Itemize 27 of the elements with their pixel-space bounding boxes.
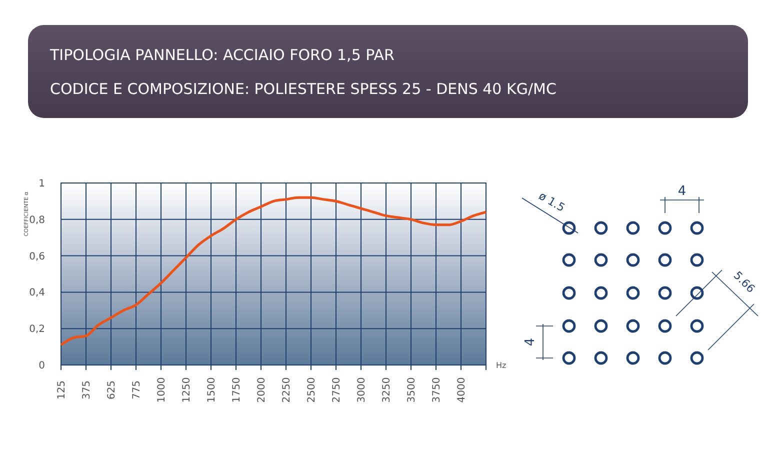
x-tick-label: 3000	[356, 377, 368, 403]
y-tick-label: 0,6	[29, 251, 45, 262]
x-tick-label: 2250	[282, 377, 292, 403]
x-tick-label: 2000	[256, 377, 268, 403]
y-tick-label: 0,2	[29, 324, 45, 336]
x-axis-title: Hz	[496, 361, 506, 370]
x-tick-label: 1000	[156, 377, 168, 403]
chart-subtitle: CODICE E COMPOSIZIONE: POLIESTERE SPESS 25 - DENS 40 KG/MC	[50, 80, 556, 98]
x-tick-label: 1250	[182, 377, 192, 403]
x-tick-label: 1500	[206, 377, 218, 403]
x-tick-label: 3750	[432, 377, 442, 403]
x-tick-label: 2500	[306, 377, 318, 403]
x-tick-label: 4000	[456, 377, 468, 403]
x-tick-label: 2750	[332, 377, 342, 403]
x-tick-label: 775	[132, 380, 142, 400]
x-tick-label: 625	[106, 380, 118, 400]
line-series	[60, 196, 488, 346]
x-tick-label: 375	[82, 380, 92, 400]
chart-title: TIPOLOGIA PANNELLO: ACCIAIO FORO 1,5 PAR	[49, 46, 394, 64]
x-tick-label: 3250	[382, 377, 392, 403]
x-tick-label: 3500	[406, 377, 418, 403]
y-tick-label: 1	[38, 178, 45, 190]
x-tick-label: 1750	[232, 377, 242, 403]
x-tick-label: 125	[56, 380, 68, 400]
y-tick-label: 0	[38, 360, 45, 372]
y-tick-label: 0,8	[29, 214, 45, 226]
y-tick-label: 0,4	[29, 288, 45, 299]
